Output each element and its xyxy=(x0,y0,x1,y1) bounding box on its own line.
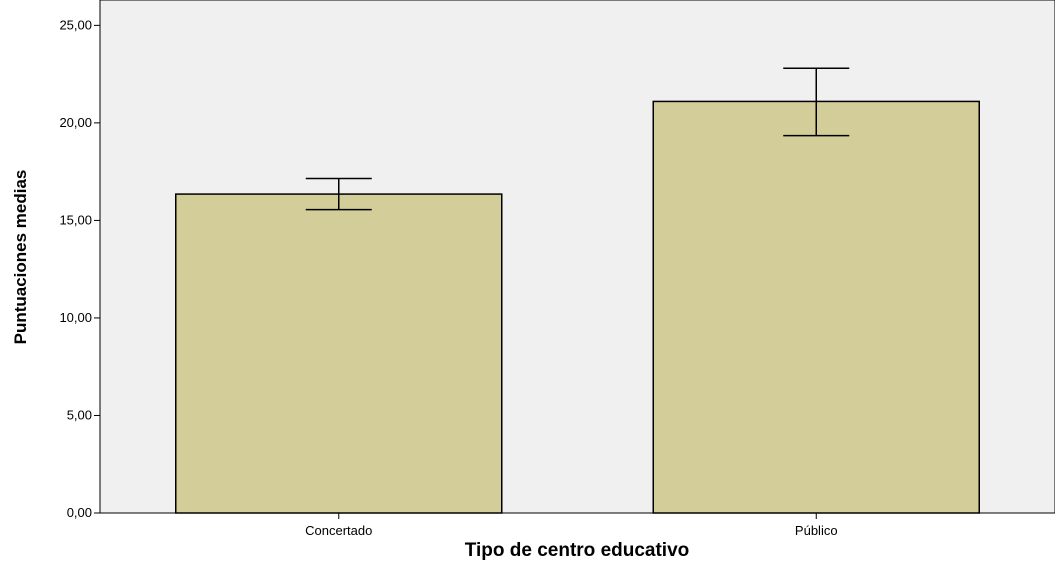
bar xyxy=(652,100,980,514)
x-tick-label: Público xyxy=(795,523,838,538)
y-tick-label: 25,00 xyxy=(59,17,92,32)
y-tick-label: 5,00 xyxy=(67,407,92,422)
y-tick-label: 0,00 xyxy=(67,505,92,520)
bar xyxy=(175,193,503,514)
x-axis: Concertado Público xyxy=(305,513,838,538)
bars xyxy=(175,67,980,514)
y-tick-label: 15,00 xyxy=(59,212,92,227)
x-tick-label: Concertado xyxy=(305,523,372,538)
y-tick-label: 20,00 xyxy=(59,115,92,130)
y-tick-label: 10,00 xyxy=(59,310,92,325)
y-axis: 0,00 5,00 10,00 15,00 20,00 25,00 xyxy=(59,17,100,520)
y-axis-title: Puntuaciones medias xyxy=(11,170,30,345)
x-axis-title: Tipo de centro educativo xyxy=(465,540,690,561)
